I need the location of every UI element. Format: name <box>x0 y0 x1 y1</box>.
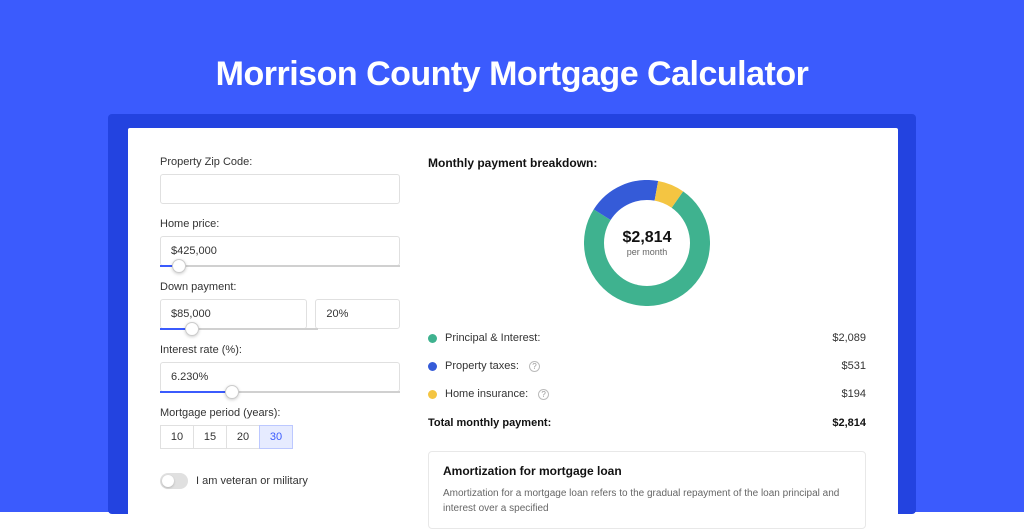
breakdown-column: Monthly payment breakdown: $2,814 per mo… <box>428 156 866 528</box>
home-price-slider[interactable] <box>160 265 400 267</box>
principal-label: Principal & Interest: <box>445 332 540 344</box>
breakdown-title: Monthly payment breakdown: <box>428 156 866 170</box>
page-title: Morrison County Mortgage Calculator <box>0 55 1024 94</box>
period-buttons: 10152030 <box>160 425 400 449</box>
donut-center: $2,814 per month <box>584 180 710 306</box>
legend: Principal & Interest: $2,089 Property taxe… <box>428 324 866 408</box>
home-price-input[interactable] <box>160 236 400 266</box>
veteran-row: I am veteran or military <box>160 473 400 489</box>
down-payment-percent-input[interactable] <box>315 299 400 329</box>
legend-row-insurance: Home insurance:? $194 <box>428 380 866 408</box>
zip-label: Property Zip Code: <box>160 156 400 168</box>
taxes-dot-icon <box>428 362 437 371</box>
period-label: Mortgage period (years): <box>160 407 400 419</box>
legend-row-taxes: Property taxes:? $531 <box>428 352 866 380</box>
interest-label: Interest rate (%): <box>160 344 400 356</box>
donut-value: $2,814 <box>623 229 672 247</box>
insurance-label: Home insurance: <box>445 388 528 400</box>
taxes-label: Property taxes: <box>445 360 519 372</box>
period-button-10[interactable]: 10 <box>160 425 194 449</box>
interest-input[interactable] <box>160 362 400 392</box>
amortization-box: Amortization for mortgage loan Amortizat… <box>428 451 866 529</box>
hero-section: Morrison County Mortgage Calculator Prop… <box>0 0 1024 512</box>
home-price-label: Home price: <box>160 218 400 230</box>
total-row: Total monthly payment: $2,814 <box>428 408 866 437</box>
total-amount: $2,814 <box>832 417 866 429</box>
zip-input[interactable] <box>160 174 400 204</box>
taxes-amount: $531 <box>842 360 866 372</box>
period-button-30[interactable]: 30 <box>259 425 293 449</box>
principal-amount: $2,089 <box>832 332 866 344</box>
donut-chart-wrap: $2,814 per month <box>428 180 866 306</box>
insurance-dot-icon <box>428 390 437 399</box>
slider-thumb[interactable] <box>185 322 199 336</box>
slider-thumb[interactable] <box>225 385 239 399</box>
interest-slider[interactable] <box>160 391 400 393</box>
down-payment-amount-input[interactable] <box>160 299 307 329</box>
donut-chart: $2,814 per month <box>584 180 710 306</box>
period-button-15[interactable]: 15 <box>193 425 227 449</box>
inputs-column: Property Zip Code: Home price: Down paym… <box>160 156 400 528</box>
veteran-toggle[interactable] <box>160 473 188 489</box>
slider-thumb[interactable] <box>172 259 186 273</box>
donut-sub: per month <box>627 247 668 257</box>
amortization-title: Amortization for mortgage loan <box>443 464 851 478</box>
legend-row-principal: Principal & Interest: $2,089 <box>428 324 866 352</box>
veteran-label: I am veteran or military <box>196 475 308 487</box>
total-label: Total monthly payment: <box>428 417 551 429</box>
period-button-20[interactable]: 20 <box>226 425 260 449</box>
info-icon[interactable]: ? <box>529 361 540 372</box>
info-icon[interactable]: ? <box>538 389 549 400</box>
down-payment-slider[interactable] <box>160 328 318 330</box>
toggle-knob <box>162 475 174 487</box>
principal-dot-icon <box>428 334 437 343</box>
calculator-card: Property Zip Code: Home price: Down paym… <box>128 128 898 528</box>
down-payment-label: Down payment: <box>160 281 400 293</box>
insurance-amount: $194 <box>842 388 866 400</box>
